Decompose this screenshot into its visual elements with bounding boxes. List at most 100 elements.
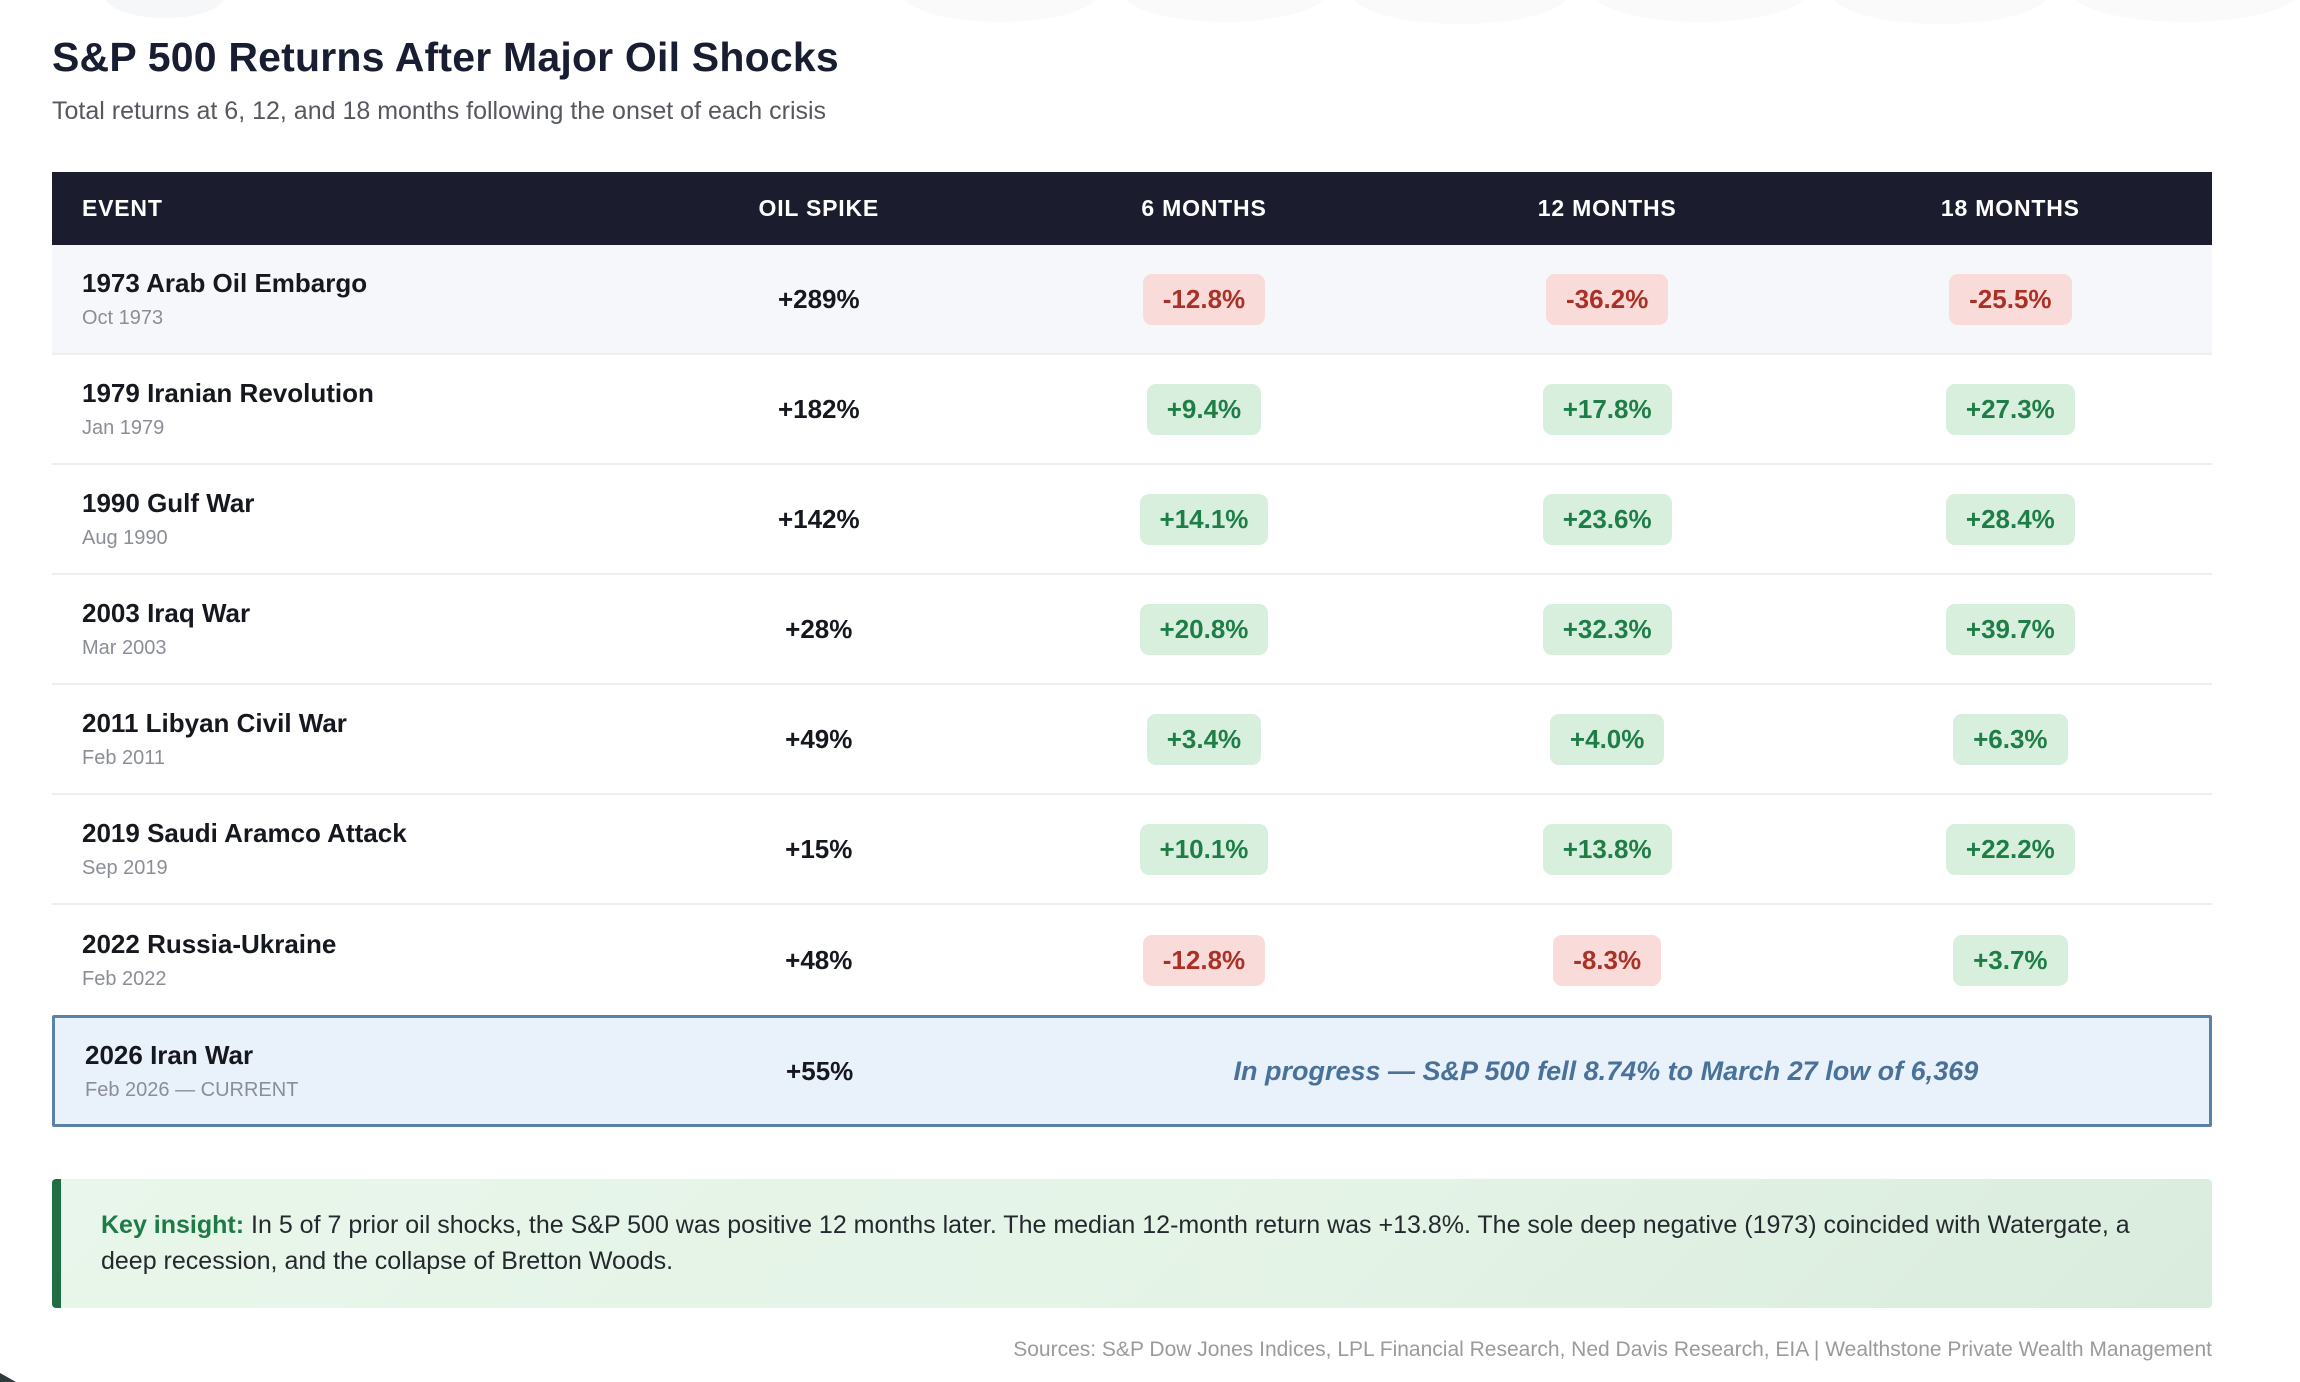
event-date: Feb 2022 (82, 968, 167, 990)
return-cell: +14.1% (1002, 493, 1405, 545)
event-cell: 2011 Libyan Civil War Feb 2011 (52, 708, 635, 770)
table-row: 2026 Iran War Feb 2026 — CURRENT +55% In… (52, 1015, 2212, 1127)
returns-cells: In progress — S&P 500 fell 8.74% to Marc… (1003, 1056, 2209, 1087)
returns-cells: +20.8% +32.3% +39.7% (1002, 603, 2212, 655)
return-pill: +10.1% (1139, 823, 1269, 875)
return-cell: +3.4% (1002, 713, 1405, 765)
return-pill: +20.8% (1139, 603, 1269, 655)
key-insight-box: Key insight: In 5 of 7 prior oil shocks,… (52, 1179, 2212, 1308)
return-pill: +3.4% (1146, 713, 1262, 765)
oil-spike-value: +182% (777, 393, 860, 424)
return-pill: -36.2% (1545, 273, 1669, 325)
return-pill: +22.2% (1945, 823, 2075, 875)
column-header-6-months: 6 MONTHS (1141, 195, 1267, 221)
returns-cells: -12.8% -36.2% -25.5% (1002, 273, 2212, 325)
event-cell: 1973 Arab Oil Embargo Oct 1973 (52, 268, 635, 330)
event-date: Sep 2019 (82, 857, 168, 879)
return-cell: +9.4% (1002, 383, 1405, 435)
oil-spike-value: +48% (785, 944, 853, 975)
return-cell: -12.8% (1002, 934, 1405, 986)
column-header-12-months: 12 MONTHS (1537, 195, 1677, 221)
column-headers-months: 6 MONTHS 12 MONTHS 18 MONTHS (1002, 195, 2212, 222)
return-cell: -36.2% (1406, 273, 1809, 325)
table-row: 2019 Saudi Aramco Attack Sep 2019 +15% +… (52, 795, 2212, 905)
event-cell: 2022 Russia-Ukraine Feb 2022 (52, 929, 635, 991)
return-cell: +3.7% (1809, 934, 2212, 986)
return-cell: +22.2% (1809, 823, 2212, 875)
event-name: 2019 Saudi Aramco Attack (82, 818, 407, 848)
return-pill: -12.8% (1142, 273, 1266, 325)
table-row: 1973 Arab Oil Embargo Oct 1973 +289% -12… (52, 245, 2212, 355)
return-cell: +6.3% (1809, 713, 2212, 765)
return-pill: -12.8% (1142, 934, 1266, 986)
oil-spike-value: +142% (777, 503, 860, 534)
return-cell: +17.8% (1406, 383, 1809, 435)
return-pill: +39.7% (1945, 603, 2075, 655)
return-pill: +3.7% (1953, 934, 2068, 986)
returns-cells: +3.4% +4.0% +6.3% (1002, 713, 2212, 765)
event-date: Mar 2003 (82, 637, 167, 659)
event-cell: 2026 Iran War Feb 2026 — CURRENT (55, 1040, 637, 1102)
returns-cells: +10.1% +13.8% +22.2% (1002, 823, 2212, 875)
page-subtitle: Total returns at 6, 12, and 18 months fo… (52, 97, 827, 125)
event-date: Feb 2026 — CURRENT (85, 1079, 299, 1101)
table-row: 1990 Gulf War Aug 1990 +142% +14.1% +23.6… (52, 465, 2212, 575)
table-row: 2003 Iraq War Mar 2003 +28% +20.8% +32.3%… (52, 575, 2212, 685)
event-date: Jan 1979 (82, 417, 165, 439)
return-pill: +4.0% (1549, 713, 1665, 765)
returns-cells: -12.8% -8.3% +3.7% (1002, 934, 2212, 986)
return-cell: +27.3% (1809, 383, 2212, 435)
return-pill: +6.3% (1953, 713, 2068, 765)
table-row: 1979 Iranian Revolution Jan 1979 +182% +… (52, 355, 2212, 465)
event-name: 2003 Iraq War (82, 598, 251, 628)
table-row: 2022 Russia-Ukraine Feb 2022 +48% -12.8%… (52, 905, 2212, 1015)
oil-shocks-table: EVENT OIL SPIKE 6 MONTHS 12 MONTHS 18 MO… (52, 172, 2212, 1127)
return-pill: +17.8% (1542, 383, 1672, 435)
return-pill: +23.6% (1542, 493, 1672, 545)
sources-attribution: Sources: S&P Dow Jones Indices, LPL Fina… (1013, 1337, 2212, 1361)
key-insight-text: In 5 of 7 prior oil shocks, the S&P 500 … (101, 1211, 2130, 1276)
return-cell: +20.8% (1002, 603, 1405, 655)
event-cell: 2019 Saudi Aramco Attack Sep 2019 (52, 818, 635, 880)
return-cell: -25.5% (1809, 273, 2212, 325)
event-date: Oct 1973 (82, 307, 164, 329)
event-date: Aug 1990 (82, 527, 168, 549)
column-header-event: EVENT (82, 195, 163, 221)
return-pill: +13.8% (1542, 823, 1672, 875)
event-name: 1990 Gulf War (82, 488, 255, 518)
table-body: 1973 Arab Oil Embargo Oct 1973 +289% -12… (52, 245, 2212, 1127)
infographic: S&P 500 Returns After Major Oil Shocks T… (52, 0, 2212, 1362)
return-pill: +28.4% (1945, 493, 2075, 545)
in-progress-note: In progress — S&P 500 fell 8.74% to Marc… (1233, 1055, 1979, 1086)
return-pill: +9.4% (1146, 383, 1262, 435)
oil-spike-value: +55% (786, 1055, 854, 1086)
column-header-oil-spike: OIL SPIKE (758, 195, 880, 221)
oil-spike-value: +289% (777, 283, 860, 314)
table-row: 2011 Libyan Civil War Feb 2011 +49% +3.4… (52, 685, 2212, 795)
return-pill: -25.5% (1949, 273, 2072, 325)
return-cell: +13.8% (1406, 823, 1809, 875)
event-name: 1973 Arab Oil Embargo (82, 268, 368, 298)
returns-cells: +9.4% +17.8% +27.3% (1002, 383, 2212, 435)
key-insight-label: Key insight: (101, 1211, 245, 1239)
oil-spike-value: +49% (785, 723, 853, 754)
event-name: 2022 Russia-Ukraine (82, 929, 337, 959)
return-cell: +10.1% (1002, 823, 1405, 875)
event-cell: 1979 Iranian Revolution Jan 1979 (52, 378, 635, 440)
return-cell: +32.3% (1406, 603, 1809, 655)
bottom-left-cutoff-shape (0, 1373, 16, 1382)
return-cell: +4.0% (1406, 713, 1809, 765)
oil-spike-value: +15% (785, 833, 853, 864)
return-cell: -12.8% (1002, 273, 1405, 325)
event-cell: 2003 Iraq War Mar 2003 (52, 598, 635, 660)
table-header-row: EVENT OIL SPIKE 6 MONTHS 12 MONTHS 18 MO… (52, 172, 2212, 245)
return-pill: +27.3% (1945, 383, 2075, 435)
event-name: 1979 Iranian Revolution (82, 378, 374, 408)
event-date: Feb 2011 (82, 747, 166, 769)
return-cell: +23.6% (1406, 493, 1809, 545)
oil-spike-value: +28% (785, 613, 853, 644)
return-cell: +39.7% (1809, 603, 2212, 655)
event-name: 2026 Iran War (85, 1040, 254, 1070)
column-header-18-months: 18 MONTHS (1940, 195, 2080, 221)
return-pill: -8.3% (1553, 934, 1662, 986)
